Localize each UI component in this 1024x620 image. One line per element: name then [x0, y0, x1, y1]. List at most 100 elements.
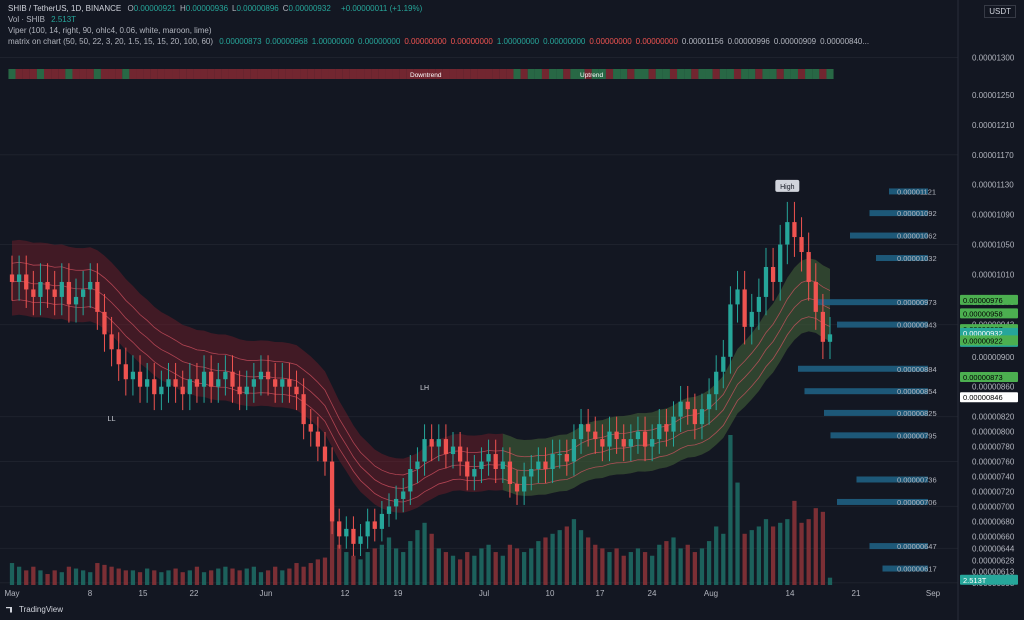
- volume-bar: [593, 544, 598, 585]
- candle-body: [365, 521, 370, 537]
- volume-bar: [258, 572, 264, 585]
- volume-profile-bar: [869, 210, 928, 217]
- volume-bar: [180, 572, 185, 585]
- matrix-value: 0.00001156: [681, 37, 724, 46]
- matrix-cell: [499, 69, 507, 79]
- matrix-cell: [186, 69, 194, 79]
- price-tick-label: 0.00000680: [972, 517, 1015, 526]
- matrix-cell: [769, 69, 777, 79]
- tradingview-logo[interactable]: TradingView: [6, 605, 63, 614]
- matrix-cell: [805, 69, 813, 79]
- candle-body: [209, 371, 214, 387]
- volume-profile-bar: [856, 476, 928, 483]
- matrix-cell: [164, 69, 173, 79]
- volume-profile-bar: [837, 321, 928, 328]
- candle-body: [820, 311, 826, 342]
- candle-body: [806, 252, 811, 282]
- volume-bar: [550, 533, 555, 585]
- candle-body: [237, 386, 242, 395]
- volume-bar: [386, 537, 392, 585]
- price-tick-label: 0.00001090: [972, 211, 1015, 220]
- matrix-cell: [214, 69, 222, 79]
- matrix-values: 0.00000873 0.00000968 1.00000000 0.00000000…: [219, 37, 873, 46]
- candle-body: [763, 266, 769, 297]
- change-value: +0.00000011 (+1.19%): [341, 4, 423, 13]
- volume-bar: [73, 568, 79, 585]
- volume-label[interactable]: Vol · SHIB: [8, 15, 45, 24]
- time-tick-label: 15: [139, 589, 148, 598]
- candle-body: [258, 371, 264, 380]
- ohlc-h: H0.00000936: [179, 4, 229, 13]
- downtrend-label: Downtrend: [410, 72, 442, 79]
- candle-body: [9, 274, 15, 282]
- volume-bar: [31, 566, 36, 585]
- candle-body: [742, 289, 747, 327]
- matrix-cell: [485, 69, 493, 79]
- matrix-cell: [506, 69, 514, 79]
- candle-body: [457, 446, 463, 462]
- matrix-cell: [29, 69, 37, 79]
- time-tick-label: May: [4, 589, 19, 598]
- time-tick-label: Aug: [704, 589, 718, 598]
- volume-bar: [671, 537, 676, 585]
- volume-bar: [799, 522, 804, 585]
- matrix-cell: [719, 69, 727, 79]
- matrix-cell: [428, 69, 436, 79]
- price-tag-box: [960, 392, 1018, 403]
- symbol-title[interactable]: SHIB / TetherUS, 1D, BINANCE: [8, 4, 122, 13]
- volume-bar: [166, 570, 171, 585]
- indicator-level-label: 0.00001032: [897, 254, 937, 263]
- volume-bar: [351, 555, 356, 585]
- indicator-level-label: 0.00001092: [897, 209, 937, 218]
- volume-profile-bar: [850, 232, 928, 239]
- volume-bar: [315, 559, 320, 585]
- symbol-header: SHIB / TetherUS, 1D, BINANCE O0.00000921…: [8, 4, 426, 14]
- candle-body: [436, 439, 441, 447]
- viper-label[interactable]: Viper (100, 14, right, 90, ohlc4, 0.06, …: [8, 26, 212, 35]
- price-tick-label: 0.00001050: [972, 241, 1015, 250]
- matrix-cell: [285, 69, 293, 79]
- currency-button[interactable]: USDT: [984, 5, 1016, 18]
- candle-body: [557, 454, 562, 456]
- candle-body: [578, 424, 584, 440]
- volume-profile-bar: [824, 409, 928, 416]
- volume-bar: [59, 572, 64, 585]
- candle-body: [244, 386, 249, 395]
- matrix-cell: [399, 69, 407, 79]
- volume-bar: [137, 572, 143, 585]
- volume-bar: [650, 555, 655, 585]
- volume-bar: [95, 563, 100, 585]
- matrix-cell: [790, 69, 798, 79]
- volume-bar: [564, 526, 569, 585]
- volume-bar: [273, 566, 278, 585]
- price-tick-label: 0.00000660: [972, 532, 1015, 541]
- candle-body: [422, 439, 427, 462]
- candle-body: [372, 521, 377, 529]
- candle-body: [650, 439, 655, 447]
- matrix-cell: [541, 69, 550, 79]
- matrix-cell: [463, 69, 471, 79]
- indicator-level-label: 0.00000647: [897, 542, 937, 551]
- candle-body: [194, 379, 200, 387]
- volume-bar: [621, 555, 626, 585]
- matrix-label[interactable]: matrix on chart (50, 50, 22, 3, 20, 1.5,…: [8, 37, 214, 46]
- ohlc-c: C0.00000932: [282, 4, 331, 13]
- matrix-cell: [108, 69, 116, 79]
- candle-body: [813, 281, 818, 312]
- candle-body: [635, 431, 641, 440]
- price-tick-label: 0.00000800: [972, 428, 1015, 437]
- volume-bar: [479, 548, 484, 585]
- matrix-cell: [677, 69, 685, 79]
- candle-body: [201, 371, 207, 387]
- volume-bar: [372, 548, 377, 585]
- volume-legend: Vol · SHIB 2.513T: [8, 15, 80, 25]
- candle-body: [16, 274, 22, 282]
- candle-body: [102, 311, 107, 335]
- matrix-cell: [143, 69, 151, 79]
- matrix-cell: [534, 69, 542, 79]
- time-tick-label: Jul: [479, 589, 489, 598]
- matrix-value: 1.00000000: [311, 37, 355, 46]
- matrix-cell: [598, 69, 606, 79]
- price-tick-label: 0.00000860: [972, 383, 1015, 392]
